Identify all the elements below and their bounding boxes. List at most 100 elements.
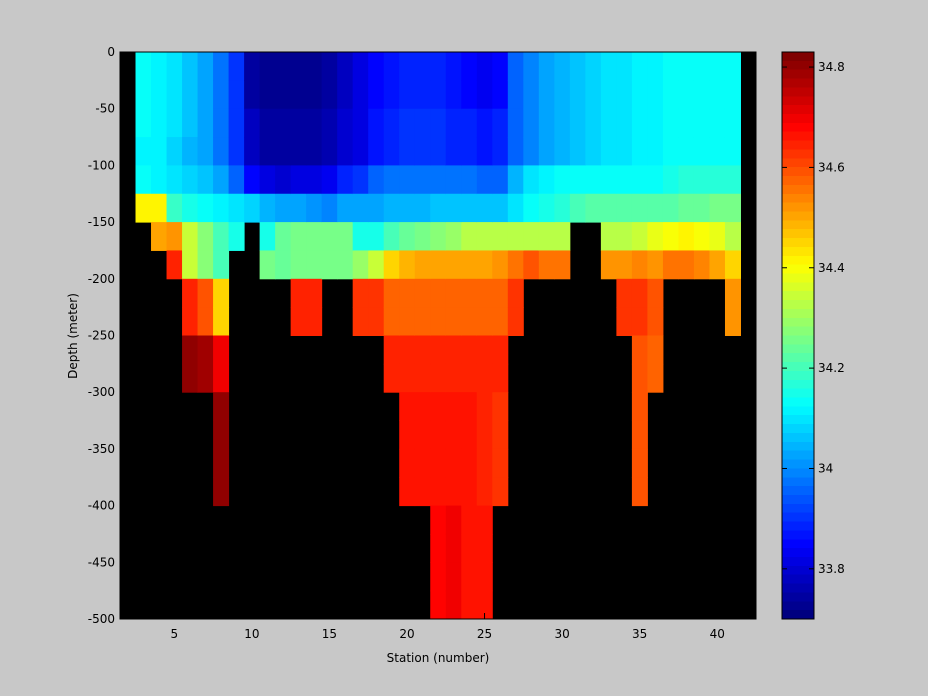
heatmap-cell <box>476 477 493 507</box>
heatmap-cell <box>523 137 540 166</box>
heatmap-cell <box>631 420 648 450</box>
y-axis-ticks: 0 -50 -100 -150 -200 -250 -300 -350 -400 -450 -500 <box>88 45 126 626</box>
heatmap-cell <box>662 193 679 223</box>
heatmap-cell <box>724 278 741 308</box>
heatmap-cell <box>461 307 478 336</box>
heatmap-cell <box>368 165 385 195</box>
heatmap-cell <box>151 193 168 223</box>
heatmap-cell <box>554 165 571 195</box>
heatmap-cell <box>151 165 168 195</box>
heatmap-cell <box>631 193 648 223</box>
heatmap-cell <box>197 193 214 223</box>
heatmap-cell <box>585 108 602 138</box>
heatmap-cell <box>523 52 540 81</box>
heatmap-cell <box>461 590 478 620</box>
heatmap-cell <box>368 250 385 280</box>
heatmap-cell <box>492 108 509 138</box>
heatmap-cell <box>399 448 416 478</box>
heatmap-cell <box>290 165 307 195</box>
heatmap-cell <box>507 250 524 280</box>
heatmap-cell <box>492 307 509 336</box>
heatmap-cell <box>368 80 385 110</box>
heatmap-cell <box>507 108 524 138</box>
heatmap-cell <box>430 108 447 138</box>
heatmap-cell <box>430 477 447 507</box>
heatmap-cell <box>430 307 447 336</box>
heatmap-cell <box>461 250 478 280</box>
heatmap-cell <box>476 335 493 365</box>
heatmap-cell <box>151 108 168 138</box>
heatmap-cell <box>228 222 245 251</box>
heatmap-cell <box>399 420 416 450</box>
heatmap-cell <box>631 335 648 365</box>
heatmap-cell <box>662 108 679 138</box>
heatmap-cell <box>383 165 400 195</box>
heatmap-cell <box>647 222 664 251</box>
heatmap-cell <box>213 108 230 138</box>
y-tick-label: -250 <box>88 329 115 343</box>
heatmap-cell <box>662 137 679 166</box>
heatmap-cell <box>709 80 726 110</box>
heatmap-cell <box>538 137 555 166</box>
heatmap-cell <box>166 222 183 251</box>
heatmap-cell <box>306 222 323 251</box>
heatmap-cell <box>647 307 664 336</box>
heatmap-cell <box>724 165 741 195</box>
heatmap-cell <box>352 165 369 195</box>
heatmap-cell <box>445 80 462 110</box>
y-axis-label: Depth (meter) <box>66 293 80 379</box>
colorbar-tick-label: 33.8 <box>818 562 845 576</box>
heatmap-cell <box>600 250 617 280</box>
heatmap-cell <box>368 222 385 251</box>
heatmap-cell <box>724 52 741 81</box>
heatmap-cell <box>476 307 493 336</box>
heatmap-cell <box>476 590 493 620</box>
heatmap-cell <box>352 137 369 166</box>
heatmap-cell <box>430 137 447 166</box>
heatmap-cell <box>399 222 416 251</box>
heatmap-cell <box>631 363 648 393</box>
heatmap-cell <box>321 80 338 110</box>
heatmap-cell <box>290 250 307 280</box>
heatmap-cell <box>631 80 648 110</box>
heatmap-cell <box>476 165 493 195</box>
x-tick-label: 5 <box>170 627 178 641</box>
y-tick-label: -450 <box>88 555 115 569</box>
heatmap-cell <box>275 137 292 166</box>
x-tick-label: 15 <box>322 627 337 641</box>
heatmap-cell <box>678 193 695 223</box>
heatmap-cell <box>414 477 431 507</box>
heatmap-cell <box>182 222 199 251</box>
heatmap-cell <box>430 505 447 535</box>
heatmap-cell <box>554 52 571 81</box>
heatmap-cell <box>430 80 447 110</box>
heatmap-cell <box>523 80 540 110</box>
heatmap-cell <box>678 165 695 195</box>
heatmap-cell <box>492 137 509 166</box>
heatmap-cell <box>182 165 199 195</box>
heatmap-cell <box>414 165 431 195</box>
heatmap-cell <box>445 165 462 195</box>
colorbar-ticks: 33.8 34 34.2 34.4 34.6 34.8 <box>782 60 845 576</box>
heatmap-cell <box>306 137 323 166</box>
heatmap-cell <box>569 80 586 110</box>
heatmap-cell <box>135 165 152 195</box>
heatmap-cell <box>430 165 447 195</box>
y-tick-label: -400 <box>88 499 115 513</box>
heatmap-cell <box>259 222 276 251</box>
heatmap-cell <box>585 137 602 166</box>
heatmap-cell <box>724 108 741 138</box>
heatmap-cell <box>151 80 168 110</box>
heatmap-cell <box>135 108 152 138</box>
heatmap-cell <box>600 193 617 223</box>
heatmap-cell <box>631 52 648 81</box>
heatmap-cell <box>476 448 493 478</box>
heatmap-cell <box>352 278 369 308</box>
x-tick-label: 10 <box>244 627 259 641</box>
heatmap-cell <box>197 137 214 166</box>
heatmap-cell <box>197 222 214 251</box>
heatmap-cell <box>445 420 462 450</box>
heatmap-cell <box>693 137 710 166</box>
heatmap-cell <box>476 108 493 138</box>
